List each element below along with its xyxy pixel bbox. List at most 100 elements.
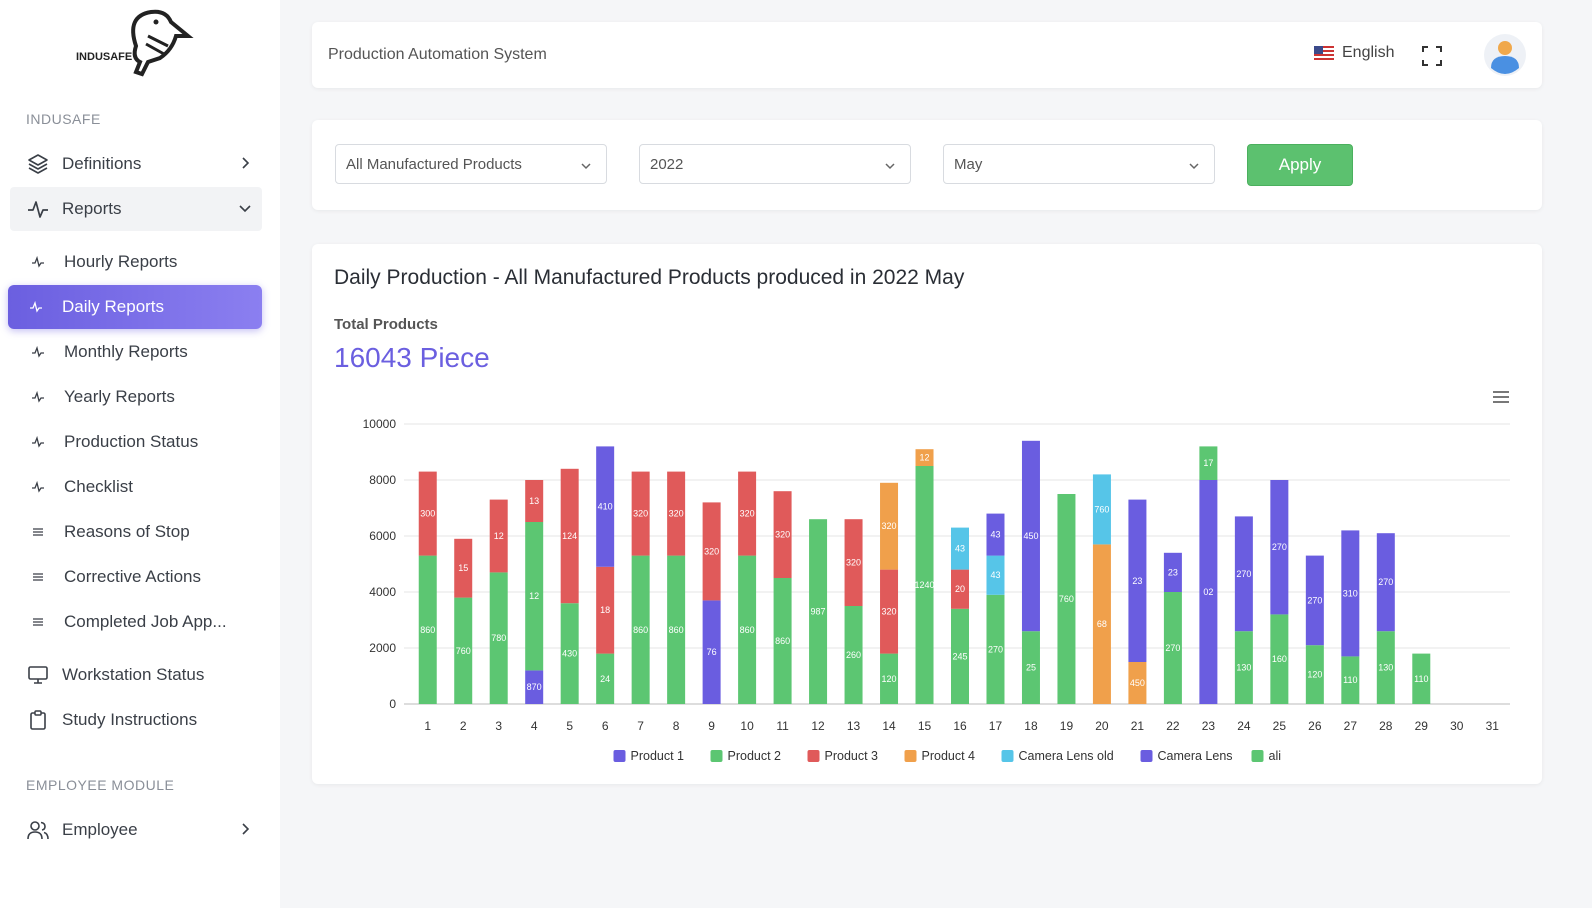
chevron-down-icon	[580, 159, 592, 176]
bar-segment	[1305, 555, 1324, 646]
activity-icon	[28, 256, 48, 268]
sidebar-item-production-status[interactable]: Production Status	[10, 420, 262, 464]
y-tick-label: 10000	[363, 417, 397, 431]
data-label: 760	[456, 646, 471, 656]
data-label: 987	[811, 607, 826, 617]
x-tick-label: 10	[740, 719, 754, 733]
x-tick-label: 29	[1415, 719, 1429, 733]
y-tick-label: 8000	[369, 473, 396, 487]
data-label: 12	[529, 591, 539, 601]
legend-swatch	[613, 750, 626, 762]
data-label: 410	[598, 502, 613, 512]
data-label: 870	[527, 682, 542, 692]
x-tick-label: 20	[1095, 719, 1109, 733]
bar-segment	[773, 491, 792, 578]
monitor-icon	[24, 664, 52, 686]
legend-swatch	[807, 750, 820, 762]
data-label: 110	[1414, 674, 1428, 684]
data-label: 1240	[915, 580, 935, 590]
year-select[interactable]: 2022	[639, 144, 911, 184]
sidebar-item-completed-job[interactable]: Completed Job App...	[10, 600, 262, 644]
sidebar-item-reasons-of-stop[interactable]: Reasons of Stop	[10, 510, 262, 554]
bar-segment	[525, 522, 544, 671]
x-tick-label: 27	[1344, 719, 1358, 733]
chevron-down-icon	[238, 201, 252, 220]
nav-study-instructions[interactable]: Study Instructions	[10, 698, 262, 742]
legend-swatch	[1001, 750, 1014, 762]
fullscreen-icon[interactable]	[1422, 46, 1442, 71]
activity-icon	[28, 436, 48, 448]
data-label: 43	[990, 530, 1000, 540]
bar-segment	[1057, 494, 1076, 704]
data-label: 860	[740, 625, 755, 635]
bar-segment	[986, 513, 1005, 556]
bar-segment	[702, 600, 721, 704]
x-tick-label: 8	[673, 719, 680, 733]
data-label: 450	[1023, 531, 1038, 541]
x-tick-label: 16	[953, 719, 967, 733]
sidebar-item-corrective-actions[interactable]: Corrective Actions	[10, 555, 262, 599]
nav-definitions[interactable]: Definitions	[10, 142, 262, 186]
indusafe-logo[interactable]: INDUSAFE	[76, 6, 206, 78]
chevron-down-icon	[1188, 159, 1200, 176]
y-tick-label: 4000	[369, 585, 396, 599]
data-label: 24	[600, 674, 610, 684]
language-selector[interactable]: English	[1314, 44, 1394, 62]
sidebar-item-monthly-reports[interactable]: Monthly Reports	[10, 330, 262, 374]
list-icon	[28, 617, 48, 627]
sidebar-item-yearly-reports[interactable]: Yearly Reports	[10, 375, 262, 419]
data-label: 860	[420, 625, 435, 635]
bar-segment	[1021, 440, 1040, 632]
bar-segment	[951, 569, 969, 609]
bar-segment	[418, 471, 437, 556]
month-select[interactable]: May	[943, 144, 1215, 184]
daily-production-card: Daily Production - All Manufactured Prod…	[312, 244, 1542, 784]
bar-segment	[489, 499, 508, 573]
bar-segment	[1376, 631, 1395, 704]
nav-reports-label: Reports	[62, 199, 122, 218]
product-select[interactable]: All Manufactured Products	[335, 144, 607, 184]
section-title-employee: EMPLOYEE MODULE	[26, 777, 175, 793]
y-tick-label: 0	[389, 697, 396, 711]
layers-icon	[24, 153, 52, 175]
nav-workstation-status[interactable]: Workstation Status	[10, 653, 262, 697]
legend-label: Product 3	[825, 749, 879, 763]
data-label: 760	[1094, 504, 1109, 514]
data-label: 15	[458, 563, 468, 573]
activity-icon	[26, 301, 46, 313]
bar-segment	[844, 606, 863, 704]
apply-button[interactable]: Apply	[1247, 144, 1353, 186]
x-tick-label: 24	[1237, 719, 1251, 733]
data-label: 110	[1343, 675, 1357, 685]
bar-segment	[880, 482, 899, 570]
logo-text: INDUSAFE	[76, 51, 132, 63]
x-tick-label: 22	[1166, 719, 1180, 733]
x-tick-label: 12	[811, 719, 825, 733]
data-label: 860	[669, 625, 684, 635]
x-tick-label: 26	[1308, 719, 1322, 733]
chart-menu-icon[interactable]	[1492, 390, 1510, 409]
chevron-right-icon	[238, 822, 252, 841]
bar-segment	[560, 603, 579, 704]
sidebar-item-label: Monthly Reports	[64, 342, 188, 361]
sidebar-item-daily-reports[interactable]: Daily Reports	[8, 285, 262, 329]
x-tick-label: 11	[776, 719, 789, 733]
bar-segment	[951, 608, 969, 704]
sidebar-item-hourly-reports[interactable]: Hourly Reports	[10, 240, 262, 284]
nav-employee[interactable]: Employee	[10, 808, 262, 852]
legend-swatch	[904, 750, 917, 762]
bar-segment	[880, 653, 899, 704]
bar-segment	[596, 446, 615, 567]
data-label: 130	[1236, 663, 1251, 673]
legend-label: Product 4	[922, 749, 976, 763]
sidebar-item-checklist[interactable]: Checklist	[10, 465, 262, 509]
bar-segment	[880, 569, 899, 654]
nav-reports[interactable]: Reports	[10, 187, 262, 231]
activity-icon	[28, 481, 48, 493]
bar-segment	[489, 572, 508, 704]
chevron-down-icon	[884, 159, 896, 176]
avatar[interactable]	[1484, 34, 1526, 76]
bar-segment	[525, 670, 544, 704]
data-label: 43	[955, 544, 965, 554]
bar-segment	[1376, 533, 1395, 632]
